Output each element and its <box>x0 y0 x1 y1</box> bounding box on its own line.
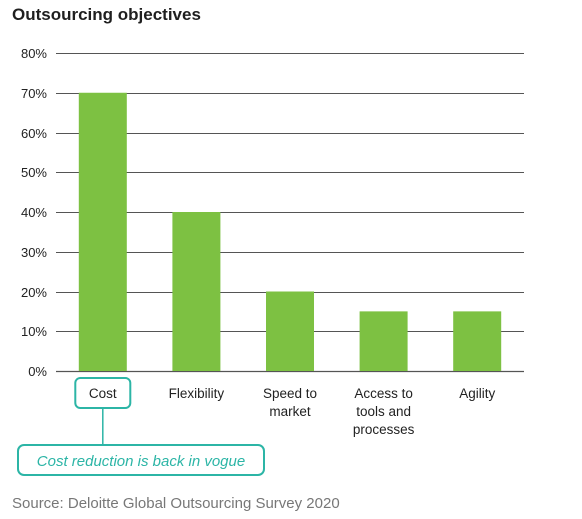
y-tick-label: 20% <box>21 285 47 300</box>
x-tick-label-line: tools and <box>356 404 411 419</box>
callout-text: Cost reduction is back in vogue <box>37 453 245 470</box>
x-tick-label: Agility <box>459 386 495 401</box>
x-tick-label-line: Speed to <box>263 386 317 401</box>
source-note: Source: Deloitte Global Outsourcing Surv… <box>12 495 340 512</box>
x-tick-label-line: Agility <box>459 386 495 401</box>
x-tick-label: Speed to market <box>263 386 317 419</box>
x-tick-label-line: Access to <box>354 386 413 401</box>
x-tick-label: Flexibility <box>169 386 225 401</box>
x-tick-label-line: market <box>269 404 311 419</box>
y-tick-label: 0% <box>28 364 47 379</box>
callout-box <box>17 444 265 476</box>
bar <box>266 291 314 371</box>
y-tick-label: 60% <box>21 126 47 141</box>
bar <box>172 212 221 371</box>
bar <box>359 311 408 371</box>
y-tick-label: 50% <box>21 165 47 180</box>
y-tick-label: 70% <box>21 86 47 101</box>
bar <box>453 311 502 371</box>
bar <box>78 92 127 371</box>
y-tick-label: 30% <box>21 245 47 260</box>
callout: Cost reduction is back in vogue <box>17 377 265 476</box>
x-axis-ticks: Cost Flexibility Speed to market Access to to… <box>89 386 496 437</box>
bars <box>78 92 502 371</box>
y-tick-label: 40% <box>21 205 47 220</box>
x-tick-label-line: Flexibility <box>169 386 225 401</box>
x-tick-label-line: processes <box>353 422 415 437</box>
y-tick-label: 10% <box>21 324 47 339</box>
gridlines <box>56 53 524 373</box>
x-tick-label: Cost <box>89 386 117 401</box>
y-tick-label: 80% <box>21 46 47 61</box>
chart-title: Outsourcing objectives <box>12 5 201 24</box>
x-tick-label-line: Cost <box>89 386 117 401</box>
x-tick-label: Access to tools and processes <box>353 386 415 437</box>
y-axis-ticks: 0% 10% 20% 30% 40% 50% 60% 70% 80% <box>21 46 47 379</box>
